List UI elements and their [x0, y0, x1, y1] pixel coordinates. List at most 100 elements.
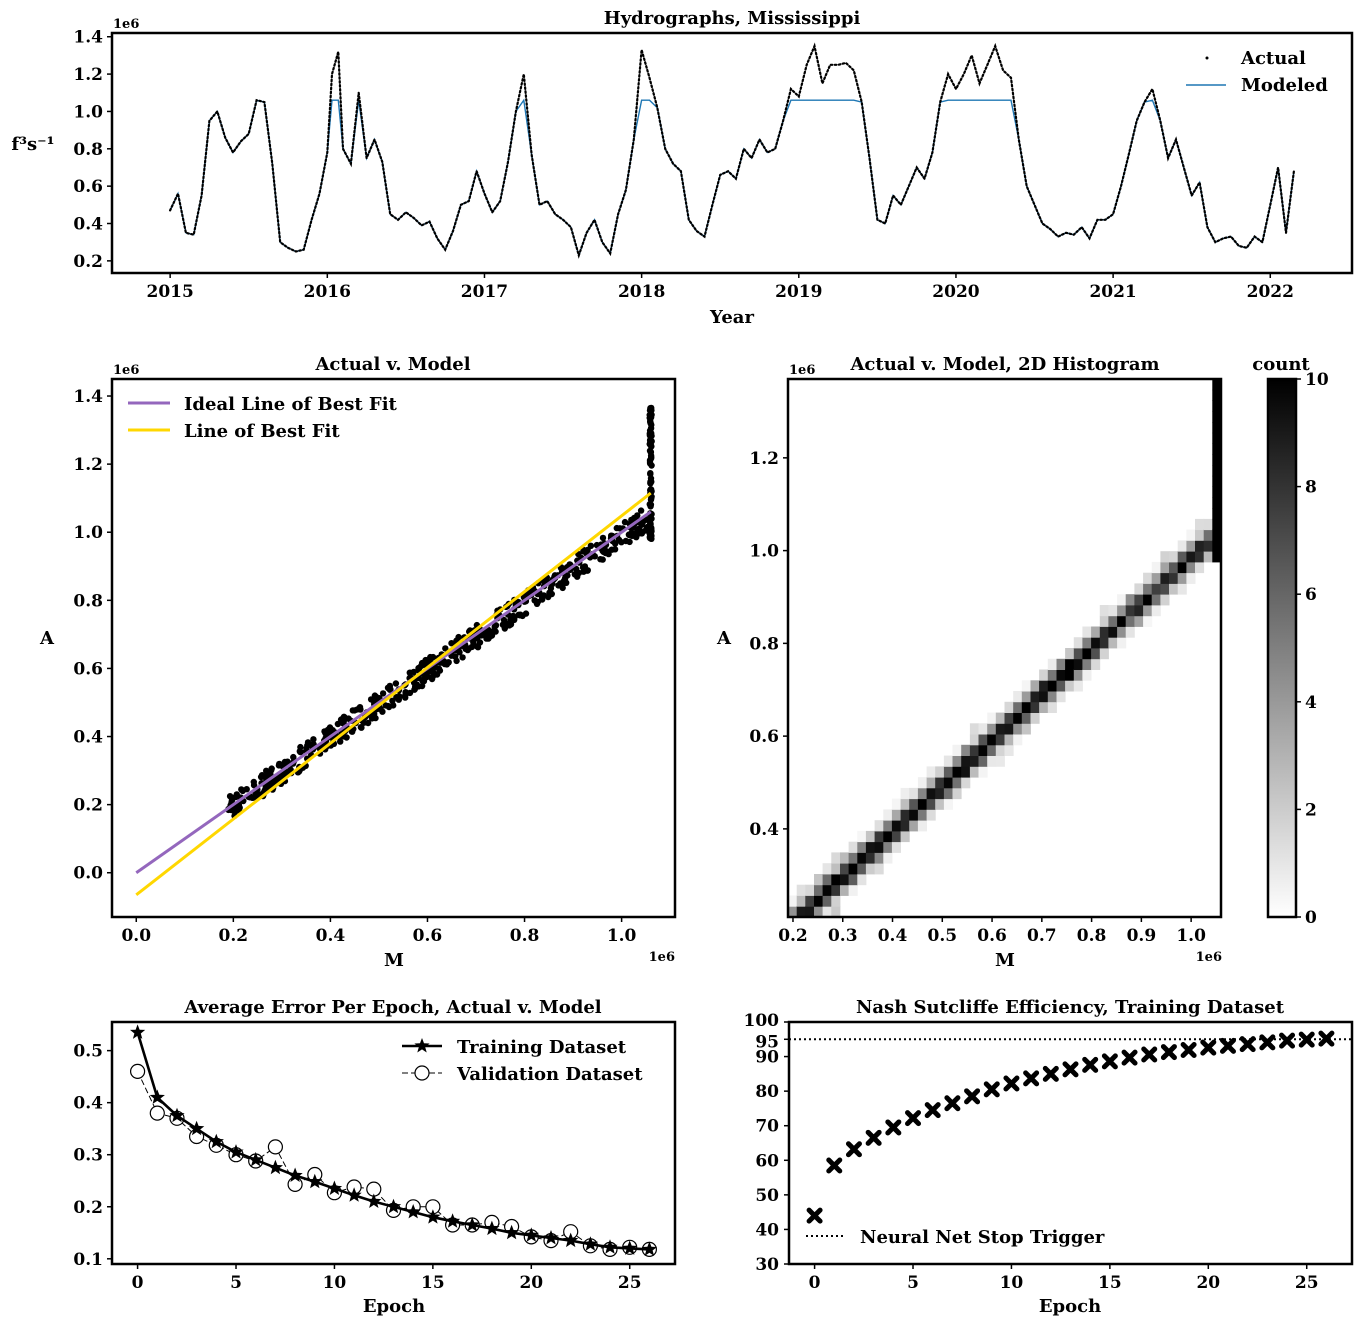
hydrograph-ylabel: f³s⁻¹ [11, 134, 54, 155]
histogram-cell [1099, 626, 1109, 638]
training-marker [563, 1232, 579, 1248]
histogram-cell [822, 874, 832, 886]
nse-xtick-label: 20 [1196, 1273, 1220, 1293]
histogram-cell [917, 777, 927, 789]
histogram-cell [1065, 680, 1075, 692]
nse-marker [865, 1129, 882, 1146]
histogram-cell [987, 734, 997, 746]
histogram-cell [917, 787, 927, 800]
histogram-cell [874, 863, 884, 875]
histogram-cell [943, 787, 953, 800]
scatter-point [415, 664, 422, 672]
histogram-cell [1030, 701, 1040, 713]
histogram-xtick-label: 0.5 [927, 926, 957, 946]
histogram-cell [1039, 701, 1049, 713]
histogram-cell [1212, 518, 1222, 531]
histogram-cell [796, 906, 806, 918]
histogram-cell [1082, 637, 1092, 649]
histogram-cell [1056, 669, 1066, 681]
nse-frame [787, 1020, 1354, 1266]
scatter-point [402, 694, 409, 701]
training-marker [405, 1204, 421, 1219]
hydro-xtick-label: 2021 [1089, 282, 1136, 302]
histogram-cell [1203, 540, 1213, 552]
histogram-cell [1065, 648, 1075, 660]
histogram-cell [1091, 626, 1101, 638]
histogram-cell [1212, 497, 1222, 509]
histogram-cell [917, 820, 927, 832]
scatter-point [492, 622, 500, 629]
scatter-point [379, 690, 387, 697]
histogram-xtick-label: 0.9 [1127, 926, 1157, 946]
scatter-legend: Ideal Line of Best Fit Line of Best Fit [128, 394, 398, 442]
histogram-cell [1073, 648, 1083, 660]
histogram-cell [935, 766, 945, 778]
scatter-point [571, 571, 578, 578]
histogram-cell [1160, 594, 1170, 606]
hydrograph-frame [110, 31, 1354, 275]
scatter-y-ticks: 0.0 0.2 0.4 0.6 0.8 1.0 1.2 1.4 [73, 387, 112, 884]
histogram-cell [1125, 605, 1135, 617]
nse-marker [1180, 1042, 1197, 1058]
legend-modeled-label: Modeled [1241, 75, 1328, 96]
histogram-ytick-label: 0.4 [749, 820, 779, 840]
training-marker [130, 1024, 146, 1039]
histogram-cell [987, 723, 997, 735]
histogram-cell [1169, 561, 1179, 574]
scatter-point [473, 643, 481, 650]
training-marker [523, 1227, 539, 1242]
histogram-cell [857, 841, 867, 853]
scatter-ytick-label: 1.2 [73, 455, 103, 475]
histogram-cell [1169, 583, 1179, 595]
scatter-ytick-label: 1.0 [73, 523, 103, 543]
nse-xtick-label: 15 [1098, 1273, 1122, 1293]
histogram-cell [840, 852, 850, 864]
histogram-cell [1004, 744, 1014, 756]
histogram-cell [978, 723, 988, 735]
histogram-cell [1073, 637, 1083, 649]
hydro-xtick-label: 2016 [304, 282, 351, 302]
scatter-point [519, 612, 526, 620]
histogram-cell [1065, 658, 1075, 670]
scatter-ytick-label: 0.0 [73, 864, 103, 884]
histogram-cell [995, 744, 1005, 756]
scatter-point [491, 627, 498, 634]
histogram-cell [788, 895, 798, 907]
scatter-point [372, 714, 379, 722]
histogram-cell [1004, 723, 1014, 735]
nse-markers [806, 1030, 1335, 1224]
scatter-point [613, 524, 620, 532]
histogram-ytick-label: 1.2 [749, 449, 779, 469]
colorbar-tick-label: 4 [1305, 693, 1317, 713]
scatter-ytick-label: 0.6 [73, 659, 103, 679]
nse-ytick-label: 100 [744, 1011, 780, 1031]
series-modeled-line [169, 98, 1295, 258]
histogram-cell [900, 809, 910, 821]
nse-marker [806, 1207, 823, 1224]
scatter-point [647, 405, 654, 412]
histogram-cell [1177, 540, 1187, 552]
legend-validation-circle [414, 1065, 430, 1081]
colorbar-tick-label: 6 [1305, 585, 1317, 605]
scatter-point [612, 540, 619, 547]
scatter-point [427, 668, 435, 675]
histogram-cell [1091, 637, 1101, 649]
histogram-cell [1143, 583, 1153, 595]
histogram-cell [1039, 669, 1049, 681]
scatter-point [478, 632, 485, 639]
hydrograph-y-offset: 1e6 [113, 17, 139, 32]
nse-marker [944, 1095, 961, 1112]
scatter-point [506, 622, 513, 629]
histogram-ylabel: A [716, 628, 732, 649]
nse-marker [1042, 1065, 1059, 1082]
histogram-cell [1117, 626, 1127, 638]
histogram-cell [935, 798, 945, 810]
nse-marker [1121, 1049, 1138, 1066]
histogram-cell [1203, 529, 1213, 541]
scatter-point [581, 563, 589, 570]
hydrograph-y-ticks: 0.2 0.4 0.6 0.8 1.0 1.2 1.4 [73, 28, 112, 272]
histogram-cell [1108, 626, 1118, 638]
nse-marker [1062, 1061, 1079, 1078]
scatter-point [436, 667, 444, 674]
hydro-ytick-label: 1.0 [73, 102, 103, 122]
